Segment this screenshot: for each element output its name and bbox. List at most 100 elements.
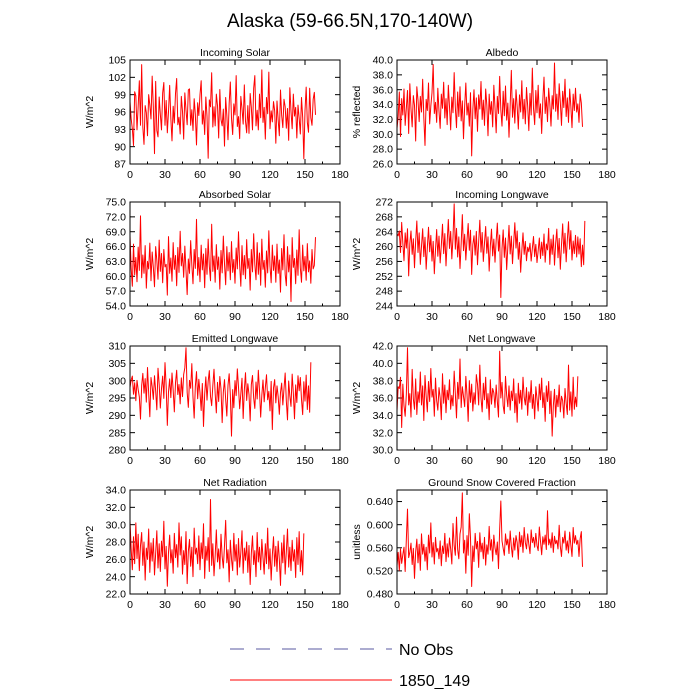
plot-frame (396, 489, 608, 595)
y-tick-label: 260 (375, 241, 393, 253)
series-line-1850-149 (396, 62, 583, 157)
x-tick-label: 120 (528, 169, 546, 181)
y-tick-label: 24.0 (106, 571, 127, 583)
plot-frame (129, 59, 341, 165)
y-tick-label: 34.0 (106, 485, 127, 497)
x-tick-label: 0 (394, 311, 400, 323)
x-tick-label: 150 (563, 311, 581, 323)
y-tick-label: 264 (375, 226, 393, 238)
y-tick-label: 32.0 (373, 114, 394, 126)
y-tick-label: 256 (375, 256, 393, 268)
x-tick-label: 90 (496, 599, 508, 611)
y-tick-label: 268 (375, 211, 393, 223)
series-line-1850-149 (129, 215, 316, 303)
x-tick-label: 150 (296, 311, 314, 323)
y-axis-label: W/m^2 (351, 382, 363, 415)
y-tick-label: 75.0 (106, 197, 127, 209)
x-tick-label: 30 (426, 169, 438, 181)
y-tick-label: 32.0 (373, 427, 394, 439)
panel-absorbed-solar: Absorbed Solar W/m^2 0 30 60 90 120 150 180 54.0 5… (84, 189, 349, 323)
y-tick-label: 26.0 (106, 554, 127, 566)
panel-title: Net Radiation (203, 477, 267, 489)
y-axis-label: W/m^2 (84, 238, 96, 271)
y-tick-label: 285 (108, 427, 126, 439)
panels: Incoming Solar W/m^2 0 30 60 90 120 150 180 87 90 9… (84, 47, 616, 611)
panel-net-longwave: Net Longwave W/m^2 0 30 60 90 120 150 180 30.0 32.… (351, 333, 616, 467)
x-tick-label: 180 (598, 169, 616, 181)
y-tick-label: 40.0 (373, 358, 394, 370)
panel-incoming-longwave: Incoming Longwave W/m^2 0 30 60 90 120 150 180 24… (351, 189, 616, 323)
series-line-1850-149 (129, 499, 305, 587)
y-tick-label: 36.0 (373, 393, 394, 405)
y-tick-label: 310 (108, 341, 126, 353)
panel-albedo: Albedo % reflected 0 30 60 90 120 150 180 26.0 28.… (351, 47, 616, 181)
series-line-1850-149 (396, 492, 583, 587)
plot-frame (129, 201, 341, 307)
y-tick-label: 69.0 (106, 226, 127, 238)
x-tick-label: 60 (194, 599, 206, 611)
y-tick-label: 38.0 (373, 69, 394, 81)
x-tick-label: 120 (528, 599, 546, 611)
x-tick-label: 30 (159, 455, 171, 467)
x-tick-label: 60 (194, 311, 206, 323)
y-tick-label: 102 (108, 72, 126, 84)
x-tick-label: 180 (331, 455, 349, 467)
y-tick-label: 295 (108, 393, 126, 405)
x-tick-label: 150 (296, 169, 314, 181)
y-tick-label: 300 (108, 375, 126, 387)
y-tick-label: 0.600 (367, 519, 393, 531)
y-tick-label: 30.0 (373, 129, 394, 141)
plot-frame (396, 345, 608, 451)
x-tick-label: 0 (394, 599, 400, 611)
x-tick-label: 90 (229, 455, 241, 467)
y-tick-label: 252 (375, 271, 393, 283)
x-tick-label: 0 (394, 169, 400, 181)
x-tick-label: 30 (426, 311, 438, 323)
x-tick-label: 150 (563, 599, 581, 611)
y-tick-label: 248 (375, 286, 393, 298)
x-tick-label: 180 (331, 169, 349, 181)
y-tick-label: 26.0 (373, 159, 394, 171)
legend-1850-149-label: 1850_149 (399, 673, 470, 690)
y-axis-label: W/m^2 (351, 238, 363, 271)
panel-incoming-solar: Incoming Solar W/m^2 0 30 60 90 120 150 180 87 90 9… (84, 47, 349, 181)
y-axis-label: % reflected (351, 86, 363, 139)
y-tick-label: 72.0 (106, 211, 127, 223)
x-tick-label: 150 (563, 455, 581, 467)
x-tick-label: 90 (496, 455, 508, 467)
x-tick-label: 150 (296, 455, 314, 467)
x-tick-label: 90 (229, 169, 241, 181)
y-tick-label: 22.0 (106, 589, 127, 601)
x-tick-label: 30 (426, 599, 438, 611)
panel-ground-snow-covered-fraction: Ground Snow Covered Fraction unitless 0 30 6… (351, 477, 616, 611)
y-tick-label: 42.0 (373, 341, 394, 353)
x-tick-label: 60 (461, 311, 473, 323)
x-tick-label: 0 (127, 599, 133, 611)
y-tick-label: 280 (108, 445, 126, 457)
legend-no-obs-label: No Obs (399, 642, 453, 659)
y-axis-label: W/m^2 (84, 96, 96, 129)
panel-title: Albedo (486, 47, 519, 59)
plot-frame (129, 345, 341, 451)
y-tick-label: 90 (114, 141, 126, 153)
x-tick-label: 0 (127, 311, 133, 323)
panel-title: Emitted Longwave (192, 333, 279, 345)
x-tick-label: 90 (229, 311, 241, 323)
x-tick-label: 180 (331, 311, 349, 323)
y-tick-label: 244 (375, 301, 393, 313)
x-tick-label: 0 (394, 455, 400, 467)
y-tick-label: 30.0 (106, 519, 127, 531)
y-tick-label: 40.0 (373, 55, 394, 67)
x-tick-label: 150 (296, 599, 314, 611)
y-tick-label: 28.0 (373, 144, 394, 156)
panel-title: Net Longwave (468, 333, 535, 345)
x-tick-label: 180 (598, 599, 616, 611)
panel-title: Ground Snow Covered Fraction (428, 477, 576, 489)
y-tick-label: 57.0 (106, 286, 127, 298)
y-tick-label: 63.0 (106, 256, 127, 268)
x-tick-label: 90 (496, 169, 508, 181)
x-tick-label: 60 (461, 169, 473, 181)
y-tick-label: 305 (108, 358, 126, 370)
x-tick-label: 180 (598, 455, 616, 467)
panel-emitted-longwave: Emitted Longwave W/m^2 0 30 60 90 120 150 180 280… (84, 333, 349, 467)
